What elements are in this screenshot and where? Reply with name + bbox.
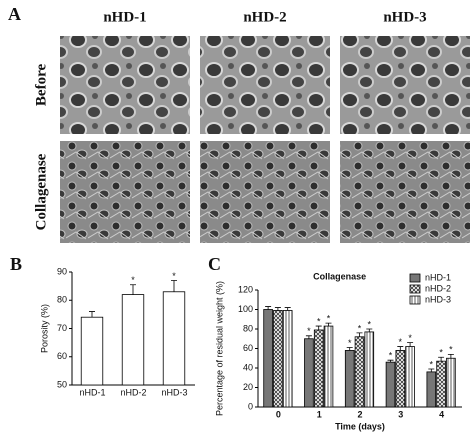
row-label: Collagenase [33,153,49,230]
significance: * [327,314,331,324]
error-bar [265,306,272,310]
bar [436,360,446,408]
bar [395,350,406,408]
sem-image [60,141,190,243]
bar [304,338,314,408]
y-tick-label: 100 [238,304,253,314]
sem-image [340,36,470,134]
x-tick-label: nHD-1 [79,387,105,397]
row-label: Before [33,64,49,107]
significance: * [131,275,135,285]
error-bar [428,368,435,372]
column-header: nHD-1 [103,9,146,25]
panel-label: B [10,254,22,274]
chart-title: Collagenase [313,271,366,281]
error-bar [325,322,332,327]
legend-label: nHD-2 [425,283,451,293]
bar [364,331,375,408]
error-bar [274,307,281,311]
y-tick-label: 60 [57,351,67,361]
x-tick-label: 0 [276,409,281,419]
y-tick-label: 90 [57,266,67,276]
legend-swatch [409,295,421,305]
legend-swatch [409,273,421,283]
legend-label: nHD-1 [425,272,451,282]
bar [446,357,456,408]
error-bar [397,346,404,351]
sem-image [200,36,330,134]
bar [405,346,415,408]
significance: * [348,338,352,348]
significance: * [389,351,393,361]
x-tick-label: 2 [357,409,362,419]
error-bar [407,342,414,347]
column-header: nHD-3 [383,9,426,25]
error-bar [356,332,363,337]
legend-label: nHD-3 [425,294,451,304]
y-tick-label: 70 [57,323,67,333]
error-bar [447,353,454,359]
error-bar [346,347,353,351]
bar [323,325,334,408]
x-tick-label: 3 [398,409,403,419]
error-bar [305,335,312,339]
bar [162,291,186,386]
panel-label: A [8,4,21,24]
x-tick-label: 4 [439,409,444,419]
sem-image [200,141,330,243]
error-bar [171,280,177,292]
panel-label: C [208,254,221,274]
x-tick-label: 1 [317,409,322,419]
significance: * [408,333,412,343]
bar [385,361,396,408]
bar [121,294,145,386]
y-tick-label: 60 [243,343,253,353]
y-tick-label: 80 [57,295,67,305]
error-bar [89,311,95,318]
error-bar [387,359,394,363]
y-tick-label: 50 [57,379,67,389]
error-bar [438,356,445,362]
significance: * [172,271,176,281]
column-header: nHD-2 [243,9,286,25]
y-axis-label: Porosity (%) [39,304,49,353]
y-tick-label: 0 [248,401,253,411]
significance: * [317,316,321,326]
y-tick-label: 120 [238,284,253,294]
significance: * [368,319,372,329]
sem-images [60,36,470,243]
error-bar [284,307,291,311]
error-bar [130,284,136,295]
significance: * [449,345,453,355]
bar [273,310,283,408]
x-axis-label: Time (days) [335,421,385,431]
x-tick-label: nHD-2 [120,387,146,397]
sem-image [340,141,470,243]
bar [282,310,293,408]
significance: * [399,337,403,347]
significance: * [307,326,311,336]
y-tick-label: 40 [243,362,253,372]
y-axis-label: Percentage of residual weight (%) [214,281,224,416]
significance: * [430,359,434,369]
bar [344,350,355,408]
bar [426,371,437,408]
bar [80,316,104,386]
legend-swatch [409,284,421,294]
error-bar [315,325,322,330]
bar [313,329,324,408]
y-tick-label: 20 [243,382,253,392]
significance: * [358,323,362,333]
error-bar [366,328,373,332]
x-tick-label: nHD-3 [161,387,187,397]
significance: * [439,348,443,358]
bar [354,336,365,408]
sem-image [60,36,190,134]
bar [263,309,273,408]
y-tick-label: 80 [243,323,253,333]
